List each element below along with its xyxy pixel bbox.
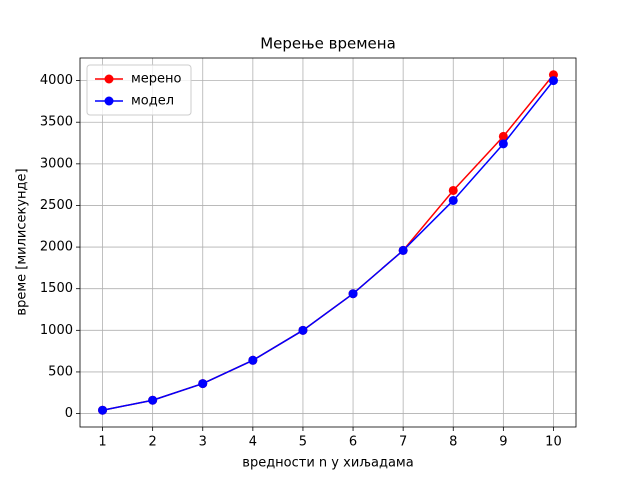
y-tick-label: 3000: [40, 156, 73, 171]
x-tick-label: 10: [545, 435, 562, 450]
x-tick-label: 9: [499, 435, 507, 450]
data-point: [448, 185, 458, 195]
x-tick-label: 4: [249, 435, 257, 450]
x-tick-label: 5: [299, 435, 307, 450]
series-line: [102, 80, 555, 411]
legend-marker: [104, 96, 114, 106]
data-point: [198, 379, 208, 389]
y-tick-label: 2500: [40, 198, 73, 213]
data-point: [298, 325, 308, 335]
data-point: [248, 355, 258, 365]
y-tick-label: 2000: [40, 240, 73, 255]
y-tick-label: 1500: [40, 281, 73, 296]
x-tick-label: 8: [449, 435, 457, 450]
y-tick-label: 500: [48, 364, 73, 379]
y-axis-label: време [милисекунде]: [15, 168, 30, 315]
chart-title: Мерење времена: [260, 35, 396, 53]
y-tick-label: 1000: [40, 323, 73, 338]
legend-label: мерено: [131, 72, 182, 87]
data-point: [348, 289, 358, 299]
x-tick-label: 7: [399, 435, 407, 450]
data-point: [548, 76, 558, 86]
data-point: [98, 405, 108, 415]
legend-label: модел: [131, 94, 174, 109]
plot-area: 1 2 3 4 5 6 7 8 9 10 0 500 1000 1500 2000 2500 3000 3500 4…: [40, 57, 577, 450]
x-tick-label: 1: [98, 435, 106, 450]
data-point: [498, 131, 508, 141]
y-tick-label: 4000: [40, 73, 73, 88]
axes-frame: [79, 57, 577, 428]
data-point: [398, 245, 408, 255]
legend-marker: [104, 74, 114, 84]
x-tick-label: 2: [149, 435, 157, 450]
data-point: [448, 195, 458, 205]
x-tick-label: 3: [199, 435, 207, 450]
y-tick-label: 3500: [40, 115, 73, 130]
y-tick-label: 0: [65, 406, 73, 421]
x-tick-label: 6: [349, 435, 357, 450]
data-point: [148, 395, 158, 405]
data-point: [498, 139, 508, 149]
x-axis-label: вредности n у хиљадама: [242, 456, 413, 471]
